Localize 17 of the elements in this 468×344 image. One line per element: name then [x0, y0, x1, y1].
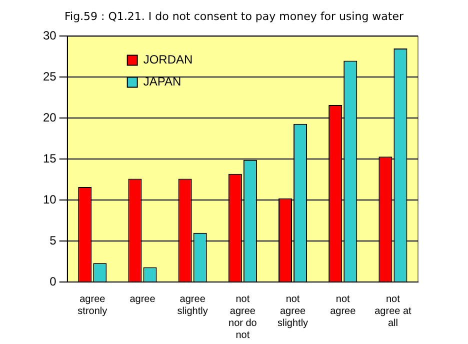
- x-tick-label: not agree nor do not: [228, 294, 258, 341]
- y-tick-label: 15: [42, 151, 57, 166]
- x-tick-label: not agree at all: [374, 294, 412, 329]
- y-tick-label: 25: [42, 69, 57, 84]
- y-tick-label: 0: [50, 274, 57, 288]
- x-tick-label: agree: [130, 294, 156, 305]
- y-tick-label: 20: [42, 110, 57, 124]
- chart-title: Fig.59 : Q1.21. I do not consent to pay money for using water: [63, 9, 405, 25]
- legend-label: JAPAN: [143, 74, 182, 89]
- x-tick-label: agree stronly: [78, 294, 108, 317]
- y-tick-label: 5: [50, 233, 57, 248]
- x-tick-label: not agree slightly: [277, 294, 308, 329]
- x-tick-label: agree slightly: [177, 294, 208, 317]
- legend-label: JORDAN: [143, 52, 193, 67]
- x-tick-label: not agree: [330, 294, 356, 317]
- y-tick-label: 30: [42, 28, 57, 43]
- y-tick-label: 10: [42, 192, 57, 206]
